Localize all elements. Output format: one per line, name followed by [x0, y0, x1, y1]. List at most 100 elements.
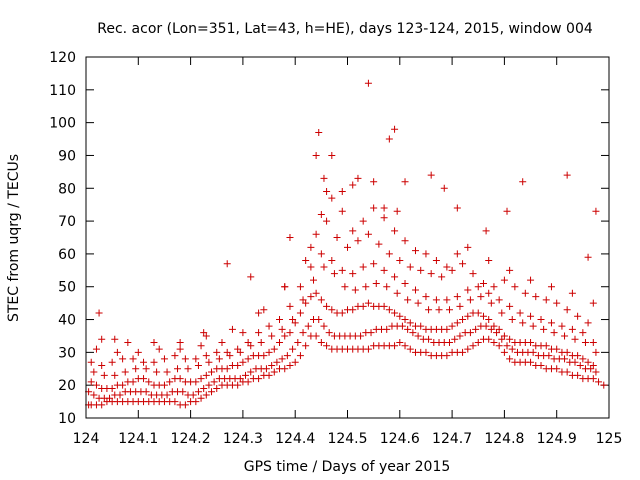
data-point — [281, 332, 289, 340]
data-point — [205, 381, 213, 389]
data-point — [197, 342, 205, 350]
data-point — [208, 388, 216, 396]
data-point — [315, 128, 323, 136]
data-point — [100, 371, 108, 379]
data-point — [498, 309, 506, 317]
data-point — [98, 361, 106, 369]
x-tick-label: 124 — [73, 431, 100, 447]
data-point — [111, 335, 119, 343]
data-point — [359, 217, 367, 225]
data-point — [432, 296, 440, 304]
data-point — [218, 339, 226, 347]
data-point — [323, 217, 331, 225]
data-point — [213, 384, 221, 392]
data-point — [357, 332, 365, 340]
data-point — [545, 352, 553, 360]
y-tick: 70 — [58, 214, 609, 230]
data-point — [145, 378, 153, 386]
data-point — [472, 325, 480, 333]
data-point — [401, 279, 409, 287]
data-point — [260, 306, 268, 314]
data-point — [349, 306, 357, 314]
data-point — [568, 289, 576, 297]
data-point — [359, 302, 367, 310]
x-tick: 124.4 — [275, 57, 315, 447]
data-point — [312, 151, 320, 159]
data-point — [380, 204, 388, 212]
data-point — [414, 299, 422, 307]
data-point — [417, 322, 425, 330]
data-point — [579, 355, 587, 363]
data-point — [466, 329, 474, 337]
data-point — [215, 355, 223, 363]
data-point — [500, 332, 508, 340]
data-point — [325, 329, 333, 337]
data-point — [166, 378, 174, 386]
data-point — [179, 388, 187, 396]
x-tick: 124.8 — [484, 57, 524, 447]
data-point — [482, 227, 490, 235]
data-point — [98, 335, 106, 343]
data-point — [338, 188, 346, 196]
data-point — [244, 355, 252, 363]
data-point — [474, 309, 482, 317]
data-point — [194, 361, 202, 369]
data-point — [296, 309, 304, 317]
data-point — [328, 256, 336, 264]
data-point — [563, 306, 571, 314]
data-point — [257, 339, 265, 347]
data-point — [553, 299, 561, 307]
data-point — [278, 355, 286, 363]
data-point — [205, 358, 213, 366]
data-point — [495, 325, 503, 333]
data-point — [140, 358, 148, 366]
data-point — [370, 260, 378, 268]
data-point — [375, 240, 383, 248]
y-axis-label: STEC from uqrg / TECUs — [6, 154, 22, 322]
data-point — [401, 178, 409, 186]
data-point — [236, 375, 244, 383]
x-tick-label: 125 — [596, 431, 623, 447]
data-point — [210, 378, 218, 386]
data-point — [398, 322, 406, 330]
data-point — [485, 316, 493, 324]
data-point — [262, 365, 270, 373]
data-point — [396, 339, 404, 347]
data-point — [299, 296, 307, 304]
data-point — [121, 368, 129, 376]
data-point — [265, 371, 273, 379]
data-point — [296, 283, 304, 291]
data-point — [537, 361, 545, 369]
data-point — [283, 352, 291, 360]
data-point — [202, 391, 210, 399]
data-point — [411, 247, 419, 255]
data-point — [383, 325, 391, 333]
data-point — [490, 283, 498, 291]
data-point — [223, 365, 231, 373]
data-point — [160, 355, 168, 363]
data-point — [396, 312, 404, 320]
data-point — [113, 348, 121, 356]
data-point — [425, 306, 433, 314]
data-point — [364, 79, 372, 87]
data-point — [95, 309, 103, 317]
data-point — [87, 378, 95, 386]
data-point — [281, 283, 289, 291]
data-point — [422, 348, 430, 356]
data-point — [242, 371, 250, 379]
data-point — [108, 358, 116, 366]
data-point — [485, 335, 493, 343]
data-point — [464, 345, 472, 353]
data-point — [268, 361, 276, 369]
data-point — [459, 316, 467, 324]
data-point — [244, 339, 252, 347]
data-point — [176, 345, 184, 353]
data-point — [317, 339, 325, 347]
x-tick-label: 124.7 — [432, 431, 472, 447]
y-tick: 40 — [58, 313, 609, 329]
data-point — [286, 329, 294, 337]
data-point — [370, 178, 378, 186]
data-point — [506, 302, 514, 310]
data-point — [129, 378, 137, 386]
data-point — [527, 358, 535, 366]
